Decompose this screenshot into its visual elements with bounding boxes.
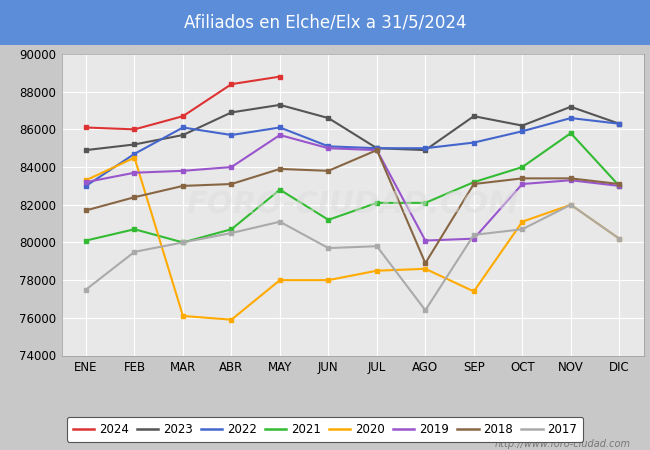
Text: http://www.foro-ciudad.com: http://www.foro-ciudad.com	[495, 439, 630, 449]
Text: Afiliados en Elche/Elx a 31/5/2024: Afiliados en Elche/Elx a 31/5/2024	[184, 14, 466, 32]
Text: FORO-CIUDAD.COM: FORO-CIUDAD.COM	[187, 190, 519, 219]
Legend: 2024, 2023, 2022, 2021, 2020, 2019, 2018, 2017: 2024, 2023, 2022, 2021, 2020, 2019, 2018…	[67, 417, 583, 442]
